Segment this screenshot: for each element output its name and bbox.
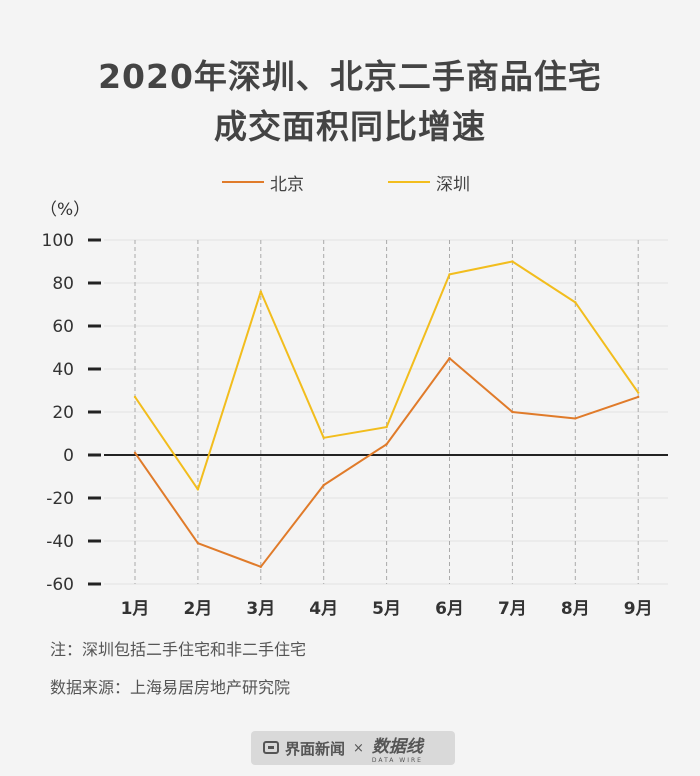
data-point-shenzhen bbox=[196, 488, 200, 491]
footer-brand-jiemian: 界面新闻 bbox=[285, 739, 346, 758]
data-point-shenzhen bbox=[511, 260, 514, 263]
legend-swatch-beijing bbox=[222, 181, 264, 183]
legend-label-shenzhen: 深圳 bbox=[436, 174, 470, 195]
footer-brand2-sub: DATA WIRE bbox=[371, 757, 423, 764]
x-tick-label: 2月 bbox=[183, 599, 212, 619]
chart-source: 数据来源：上海易居房地产研究院 bbox=[50, 678, 291, 697]
chart-note: 注：深圳包括二手住宅和非二手住宅 bbox=[50, 640, 307, 659]
data-point-shenzhen bbox=[322, 436, 325, 439]
y-tick-label: 40 bbox=[52, 360, 74, 380]
x-tick-label: 5月 bbox=[372, 599, 401, 619]
footer-separator: × bbox=[353, 740, 364, 756]
data-point-beijing bbox=[133, 451, 137, 455]
data-point-beijing bbox=[637, 395, 640, 399]
x-tick-label: 1月 bbox=[121, 599, 150, 619]
data-point-shenzhen bbox=[637, 391, 640, 394]
y-tick-label: 60 bbox=[52, 317, 74, 337]
footer-brand-datawire: 数据线 DATA WIRE bbox=[372, 732, 423, 764]
data-point-beijing bbox=[385, 443, 388, 446]
data-point-shenzhen bbox=[574, 301, 577, 304]
footer-brand-bar: 界面新闻 × 数据线 DATA WIRE bbox=[251, 731, 455, 765]
x-tick-label: 6月 bbox=[435, 599, 464, 619]
data-point-beijing bbox=[259, 565, 262, 568]
legend-item-beijing: 北京 bbox=[222, 170, 304, 195]
legend-item-shenzhen: 深圳 bbox=[388, 170, 470, 195]
legend-swatch-shenzhen bbox=[388, 181, 430, 183]
footer-brand2-text: 数据线 bbox=[371, 737, 423, 757]
x-tick-label: 7月 bbox=[498, 599, 527, 619]
data-point-beijing bbox=[322, 483, 325, 487]
y-tick-label: -60 bbox=[46, 575, 74, 595]
y-tick-label: 0 bbox=[63, 446, 74, 466]
y-axis-label: （%） bbox=[40, 200, 90, 220]
data-point-beijing bbox=[511, 410, 514, 414]
y-tick-label: 100 bbox=[42, 231, 74, 251]
y-tick-label: -20 bbox=[46, 489, 74, 509]
chart-title-line1: 2020年深圳、北京二手商品住宅 bbox=[98, 57, 602, 96]
tv-icon bbox=[263, 741, 279, 754]
legend-label-beijing: 北京 bbox=[270, 174, 304, 195]
data-point-shenzhen bbox=[133, 395, 137, 399]
y-tick-label: 20 bbox=[52, 403, 74, 423]
data-point-shenzhen bbox=[448, 273, 451, 276]
y-tick-label: 80 bbox=[52, 274, 74, 294]
x-tick-label: 9月 bbox=[624, 599, 653, 619]
data-point-shenzhen bbox=[259, 290, 262, 293]
x-tick-label: 4月 bbox=[309, 599, 338, 619]
y-tick-label: -40 bbox=[46, 532, 74, 552]
data-point-beijing bbox=[196, 541, 200, 545]
x-tick-label: 3月 bbox=[246, 599, 275, 619]
data-point-beijing bbox=[574, 417, 577, 420]
data-point-shenzhen bbox=[385, 425, 388, 429]
chart-title-line2: 成交面积同比增速 bbox=[214, 107, 486, 146]
x-tick-label: 8月 bbox=[561, 599, 590, 619]
data-point-beijing bbox=[448, 357, 451, 360]
